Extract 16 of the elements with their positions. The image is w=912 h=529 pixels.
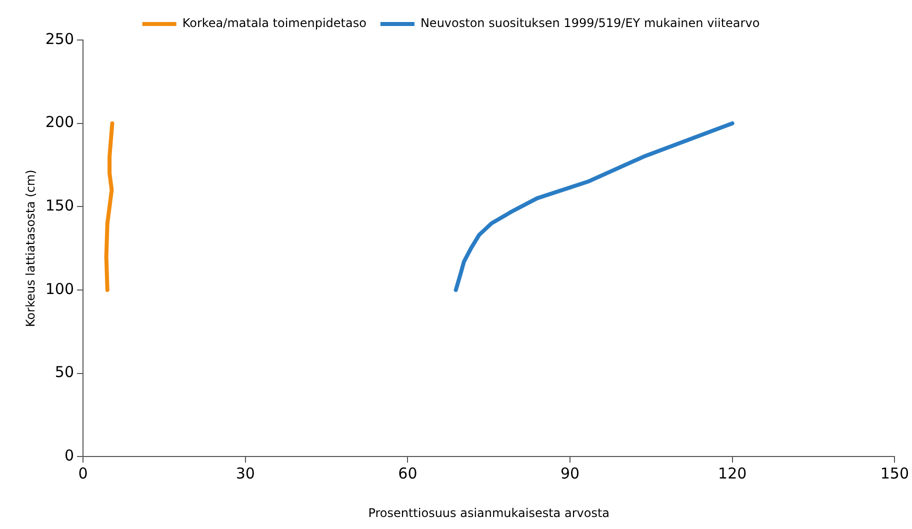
legend-label: Korkea/matala toimenpidetaso (182, 16, 366, 30)
y-tick-label: 50 (54, 363, 74, 382)
x-tick-label: 60 (398, 464, 418, 482)
y-tick-label: 0 (64, 446, 74, 464)
y-tick-label: 100 (45, 280, 74, 298)
x-tick-label: 150 (880, 464, 910, 482)
x-tick-label: 120 (718, 464, 747, 482)
y-tick-label: 200 (45, 113, 74, 132)
x-tick-label: 30 (236, 464, 255, 482)
y-tick-label: 150 (45, 196, 74, 215)
y-axis-title: Korkeus lattiatasosta (cm) (23, 170, 38, 327)
x-axis-title: Prosenttiosuus asianmukaisesta arvosta (368, 506, 610, 520)
legend-label: Neuvoston suosituksen 1999/519/EY mukainen viitearvo (420, 16, 760, 30)
y-tick-label: 250 (45, 30, 74, 48)
x-tick-label: 90 (560, 464, 580, 482)
x-tick-label: 0 (78, 464, 88, 482)
